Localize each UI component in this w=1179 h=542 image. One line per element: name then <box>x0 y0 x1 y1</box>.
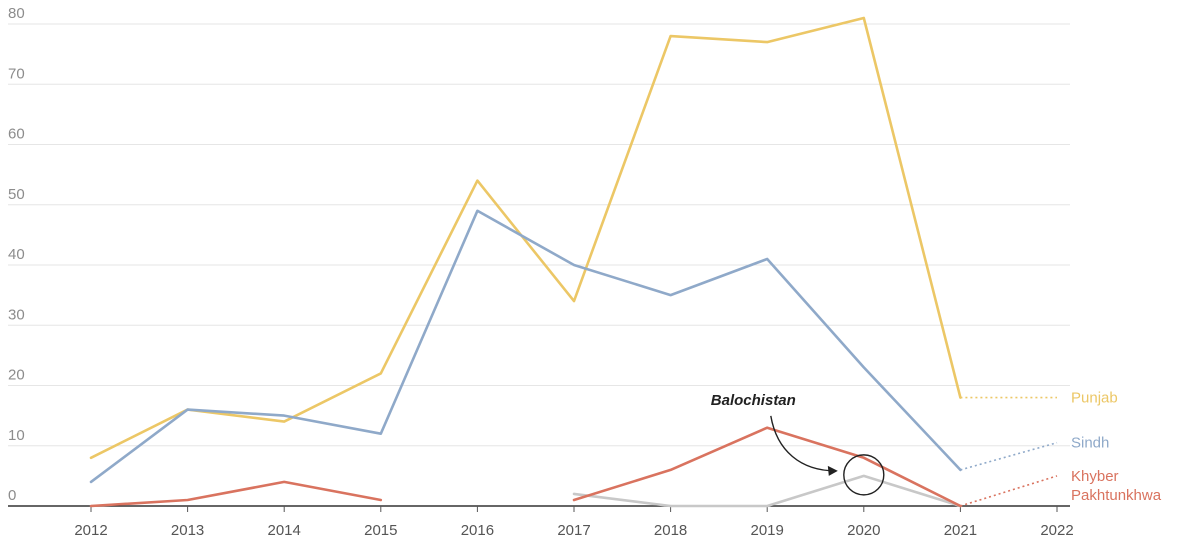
highlight-circle <box>843 454 885 496</box>
x-tick-label: 2013 <box>171 522 204 539</box>
y-tick-label: 60 <box>8 126 25 143</box>
annotation: Balochistan <box>711 392 885 496</box>
series-layer <box>89 16 1058 508</box>
x-tick-label: 2022 <box>1040 522 1073 539</box>
y-tick-label: 80 <box>8 5 25 22</box>
series-labels: Punjab Sindh Khyber Pakhtunkhwa <box>1071 390 1162 504</box>
x-tick-label: 2018 <box>654 522 687 539</box>
x-tick-label: 2012 <box>74 522 107 539</box>
x-tick-label: 2015 <box>364 522 397 539</box>
series-line-khyber-pakhtunkhwa <box>572 426 962 508</box>
series-label-punjab: Punjab <box>1071 390 1118 407</box>
annotation-arrow <box>770 415 836 472</box>
y-tick-label: 20 <box>8 367 25 384</box>
series-line-sindh <box>89 209 962 484</box>
x-tick-label: 2021 <box>944 522 977 539</box>
x-tick-label: 2017 <box>557 522 590 539</box>
x-tick-label: 2016 <box>461 522 494 539</box>
x-tick-label: 2019 <box>751 522 784 539</box>
x-axis: 2012 2013 2014 2015 2016 2017 2018 2019 2020 2021… <box>8 505 1074 539</box>
annotation-label: Balochistan <box>711 392 796 409</box>
x-tick-label: 2014 <box>268 522 301 539</box>
y-tick-label: 0 <box>8 487 16 504</box>
y-tick-label: 40 <box>8 246 25 263</box>
y-tick-label: 30 <box>8 306 25 323</box>
y-tick-label: 10 <box>8 427 25 444</box>
projection-line-khyber-pakhtunkhwa <box>960 475 1058 507</box>
series-line-khyber-pakhtunkhwa <box>89 480 383 508</box>
grid-lines <box>8 23 1070 447</box>
series-line-balochistan <box>572 474 962 508</box>
y-tick-label: 70 <box>8 65 25 82</box>
y-axis: 0 10 20 30 40 50 60 70 80 <box>8 5 25 504</box>
series-label-sindh: Sindh <box>1071 435 1109 452</box>
y-tick-label: 50 <box>8 186 25 203</box>
x-tick-label: 2020 <box>847 522 880 539</box>
projection-line-sindh <box>960 441 1058 471</box>
series-label-khyber-pakhtunkhwa: Khyber Pakhtunkhwa <box>1071 468 1162 504</box>
arrowhead-icon <box>827 465 838 476</box>
series-line-punjab <box>89 16 962 460</box>
